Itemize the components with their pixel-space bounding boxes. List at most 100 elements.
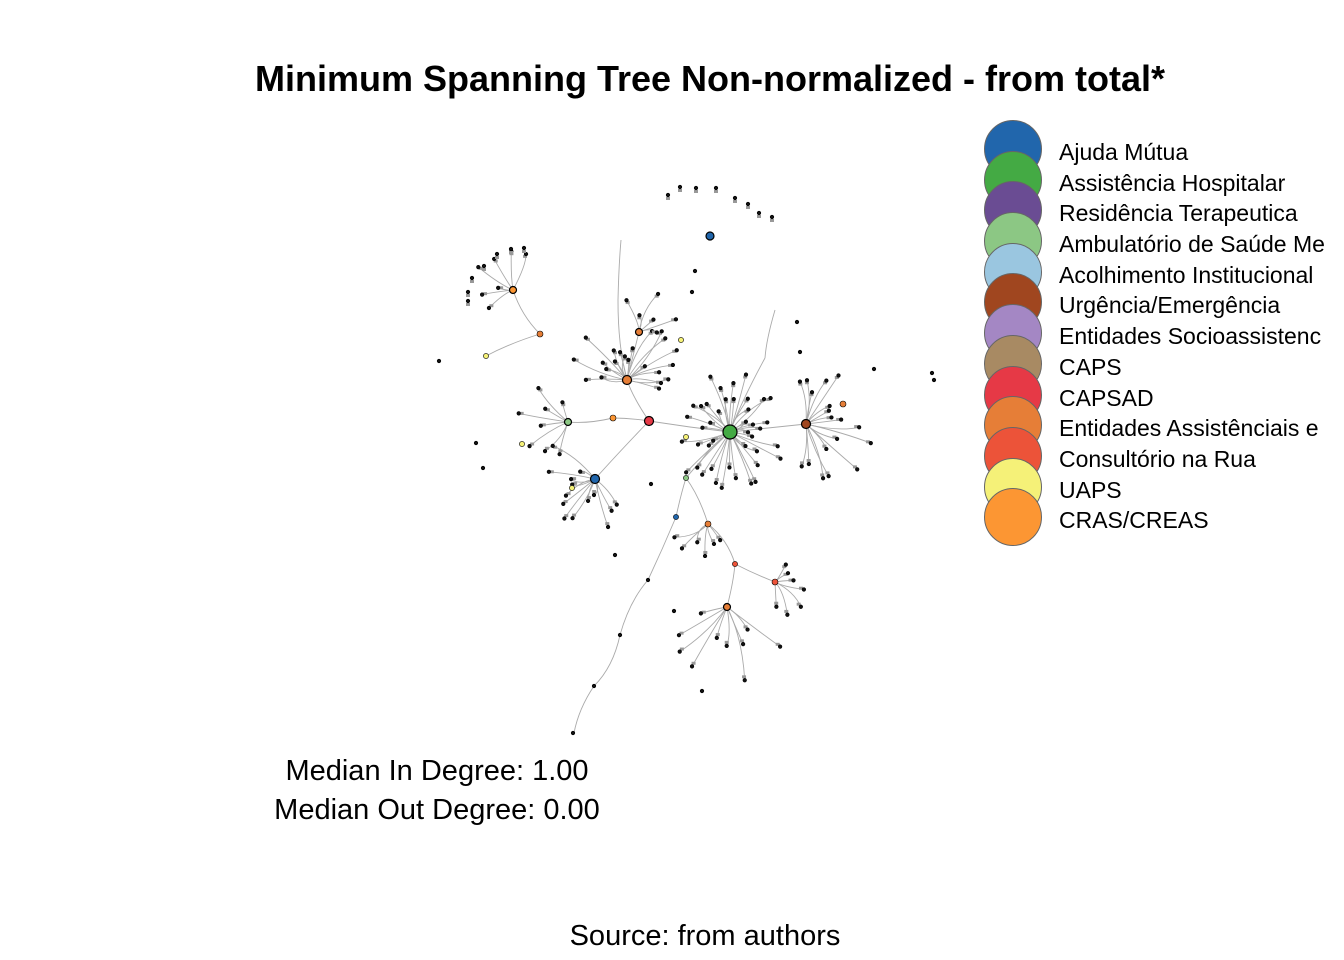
edge-arrow [711,539,716,543]
node [622,354,627,359]
edge-arrow [775,455,780,459]
node [637,313,642,318]
edge-arrow [744,409,749,413]
node [480,465,486,471]
node [704,520,712,528]
edge-arrow [742,675,747,679]
node [695,442,701,447]
node [617,632,623,638]
edge-arrow [655,380,660,384]
node [589,473,601,485]
edge-arrow [733,473,738,477]
edge [612,417,650,422]
node [570,730,576,736]
node [754,449,760,454]
edge [626,379,650,422]
edge-arrow [612,351,617,355]
edge-arrow [703,426,708,430]
node [674,348,679,353]
edge-arrow [741,421,746,425]
node [536,330,544,338]
node [826,408,831,413]
node [783,562,788,567]
edge-arrow [608,506,613,510]
node [723,397,728,402]
edge-arrow [585,337,590,341]
node [800,418,812,430]
node [749,481,754,486]
edge-arrow [573,481,578,485]
edge-arrow [752,477,757,481]
edge-arrow [747,433,752,437]
edge-arrow [663,377,668,381]
node [436,358,442,364]
edge-arrow [519,411,524,415]
edge-arrow [626,360,631,364]
node [673,514,679,520]
node [683,434,689,440]
legend-label: CAPS [1059,353,1122,380]
node [931,377,937,383]
edge-arrow [731,400,736,404]
edge-arrow [770,219,774,222]
edge [726,606,730,647]
edge-arrow [713,437,718,441]
node [732,561,738,567]
node [585,498,591,504]
edge-arrow [748,478,753,482]
node [698,404,704,409]
node [670,362,675,368]
node [711,438,716,443]
edge-arrow [748,423,753,427]
edge [594,420,650,480]
node [743,372,749,377]
legend-label: Consultório na Rua [1059,445,1256,472]
node [804,378,810,383]
node [569,485,575,491]
node [743,443,748,449]
node [684,470,689,475]
edge-arrow [800,461,805,465]
node [785,612,790,617]
edge [485,333,541,357]
node [745,396,750,401]
node [698,611,703,616]
edge-arrow [806,459,811,463]
edge [764,309,776,359]
edge-arrow [675,534,680,538]
node [571,357,576,362]
node [521,245,527,251]
node [561,501,566,507]
node [600,360,605,365]
edge [512,254,527,291]
node [568,477,574,482]
node [727,465,732,470]
node [642,364,647,369]
edge-arrow [483,292,488,296]
edge-arrow [711,421,716,425]
edge [774,581,788,615]
node [679,546,685,551]
edge-arrow [522,250,526,253]
edge-arrow [716,535,721,539]
edge [805,423,860,430]
node [685,414,690,419]
edge [734,563,776,583]
node [741,642,746,647]
edge-arrow [854,425,859,429]
edge [707,523,736,565]
node [677,184,683,190]
node [699,688,705,694]
edge-arrow [788,578,793,582]
node [700,425,705,430]
node [743,419,748,424]
node [656,386,662,391]
edge-arrow [783,572,788,576]
node [774,604,779,609]
node [714,635,719,640]
legend-label: Urgência/Emergência [1059,292,1281,319]
node [765,420,770,425]
edge-arrow [696,537,701,541]
node [612,552,618,558]
node [827,403,832,409]
